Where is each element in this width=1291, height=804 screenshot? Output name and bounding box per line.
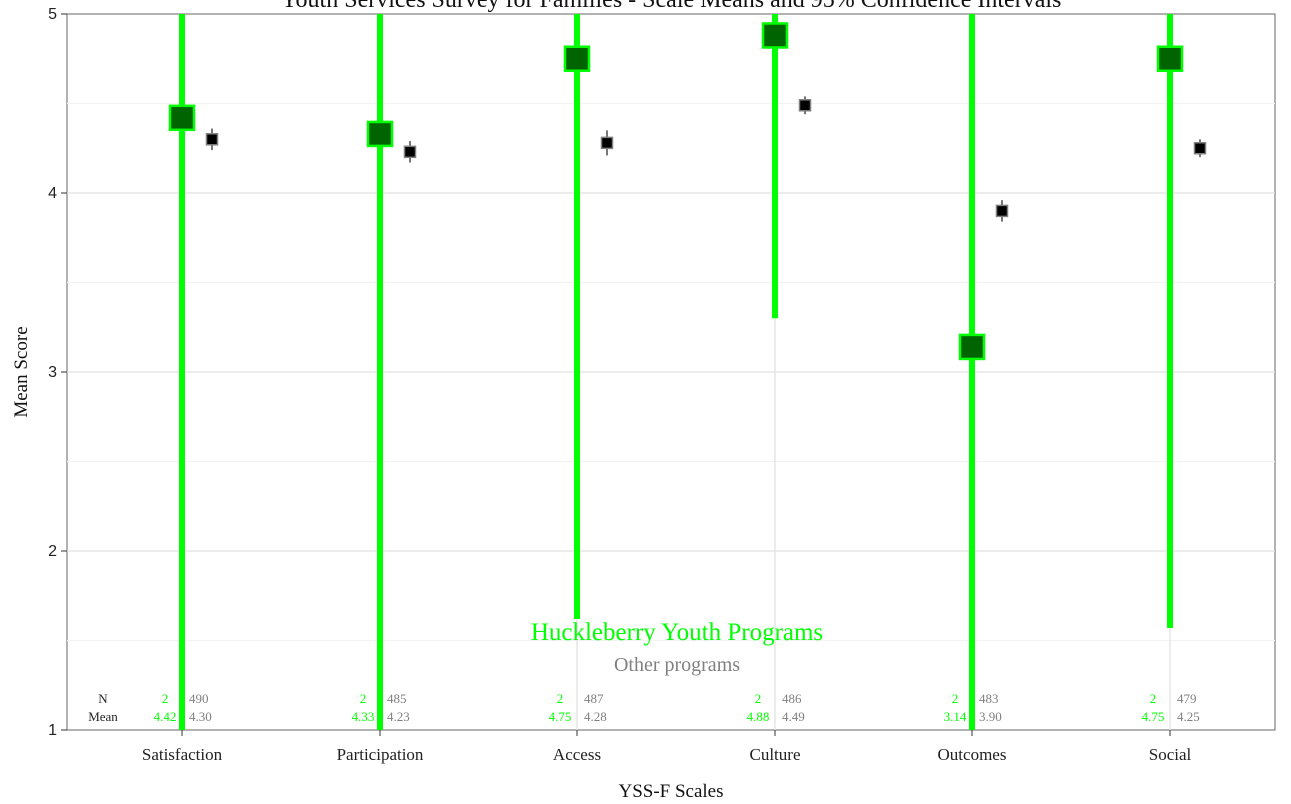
y-tick-label: 5 bbox=[48, 6, 57, 23]
x-tick-label: Satisfaction bbox=[142, 745, 223, 764]
huckleberry-mean-point bbox=[563, 45, 591, 72]
huckleberry-mean-point bbox=[168, 104, 196, 132]
other-n-label: 487 bbox=[584, 691, 604, 706]
y-tick-label: 2 bbox=[48, 543, 57, 560]
axis-layer: 1 2 3 4 5 Satisfaction Participation Access Cult… bbox=[48, 6, 1191, 764]
huckleberry-n-label: 2 bbox=[1150, 691, 1157, 706]
y-tick-label: 1 bbox=[48, 722, 57, 739]
x-tick-label: Access bbox=[553, 745, 601, 764]
x-tick-label: Outcomes bbox=[938, 745, 1007, 764]
other-mean-label: 4.23 bbox=[387, 709, 410, 724]
chart-title: Youth Services Survey for Families - Sca… bbox=[281, 0, 1062, 13]
text-layer: YSS-F Scales Mean Score Youth Services Sur… bbox=[11, 0, 1200, 802]
other-n-label: 479 bbox=[1177, 691, 1197, 706]
huckleberry-mean-point bbox=[366, 120, 394, 148]
other-mean-point bbox=[600, 136, 614, 150]
legend-other: Other programs bbox=[614, 654, 740, 676]
other-mean-point bbox=[205, 133, 219, 146]
x-tick-label: Social bbox=[1149, 745, 1192, 764]
other-mean-label: 3.90 bbox=[979, 709, 1002, 724]
y-axis-title: Mean Score bbox=[11, 326, 32, 417]
huckleberry-n-label: 2 bbox=[557, 691, 564, 706]
table-row-label-n: N bbox=[98, 691, 108, 706]
other-mean-point bbox=[403, 145, 417, 159]
huckleberry-mean-label: 4.42 bbox=[154, 709, 177, 724]
other-n-label: 490 bbox=[189, 691, 209, 706]
y-tick-label: 4 bbox=[48, 185, 57, 202]
other-mean-point bbox=[798, 99, 812, 112]
table-row-label-mean: Mean bbox=[88, 709, 118, 724]
mark-layer bbox=[168, 14, 1207, 730]
huckleberry-mean-point bbox=[761, 22, 789, 49]
x-tick-label: Culture bbox=[750, 745, 801, 764]
y-tick-label: 3 bbox=[48, 364, 57, 381]
legend-huckleberry: Huckleberry Youth Programs bbox=[531, 619, 823, 646]
huckleberry-mean-label: 4.33 bbox=[352, 709, 375, 724]
x-tick-label: Participation bbox=[337, 745, 424, 764]
other-mean-point bbox=[1193, 142, 1207, 155]
other-n-label: 485 bbox=[387, 691, 407, 706]
huckleberry-mean-label: 4.88 bbox=[747, 709, 770, 724]
huckleberry-n-label: 2 bbox=[952, 691, 959, 706]
other-mean-label: 4.25 bbox=[1177, 709, 1200, 724]
other-mean-label: 4.28 bbox=[584, 709, 607, 724]
other-n-label: 483 bbox=[979, 691, 999, 706]
x-axis-title: YSS-F Scales bbox=[618, 781, 723, 802]
other-n-label: 486 bbox=[782, 691, 802, 706]
huckleberry-mean-label: 4.75 bbox=[1142, 709, 1165, 724]
huckleberry-n-label: 2 bbox=[162, 691, 169, 706]
huckleberry-mean-point bbox=[1156, 45, 1184, 72]
other-mean-point bbox=[995, 204, 1009, 218]
huckleberry-mean-label: 3.14 bbox=[944, 709, 967, 724]
huckleberry-n-label: 2 bbox=[755, 691, 762, 706]
other-mean-label: 4.30 bbox=[189, 709, 212, 724]
huckleberry-mean-label: 4.75 bbox=[549, 709, 572, 724]
other-mean-label: 4.49 bbox=[782, 709, 805, 724]
huckleberry-n-label: 2 bbox=[360, 691, 367, 706]
huckleberry-mean-point bbox=[958, 333, 986, 361]
